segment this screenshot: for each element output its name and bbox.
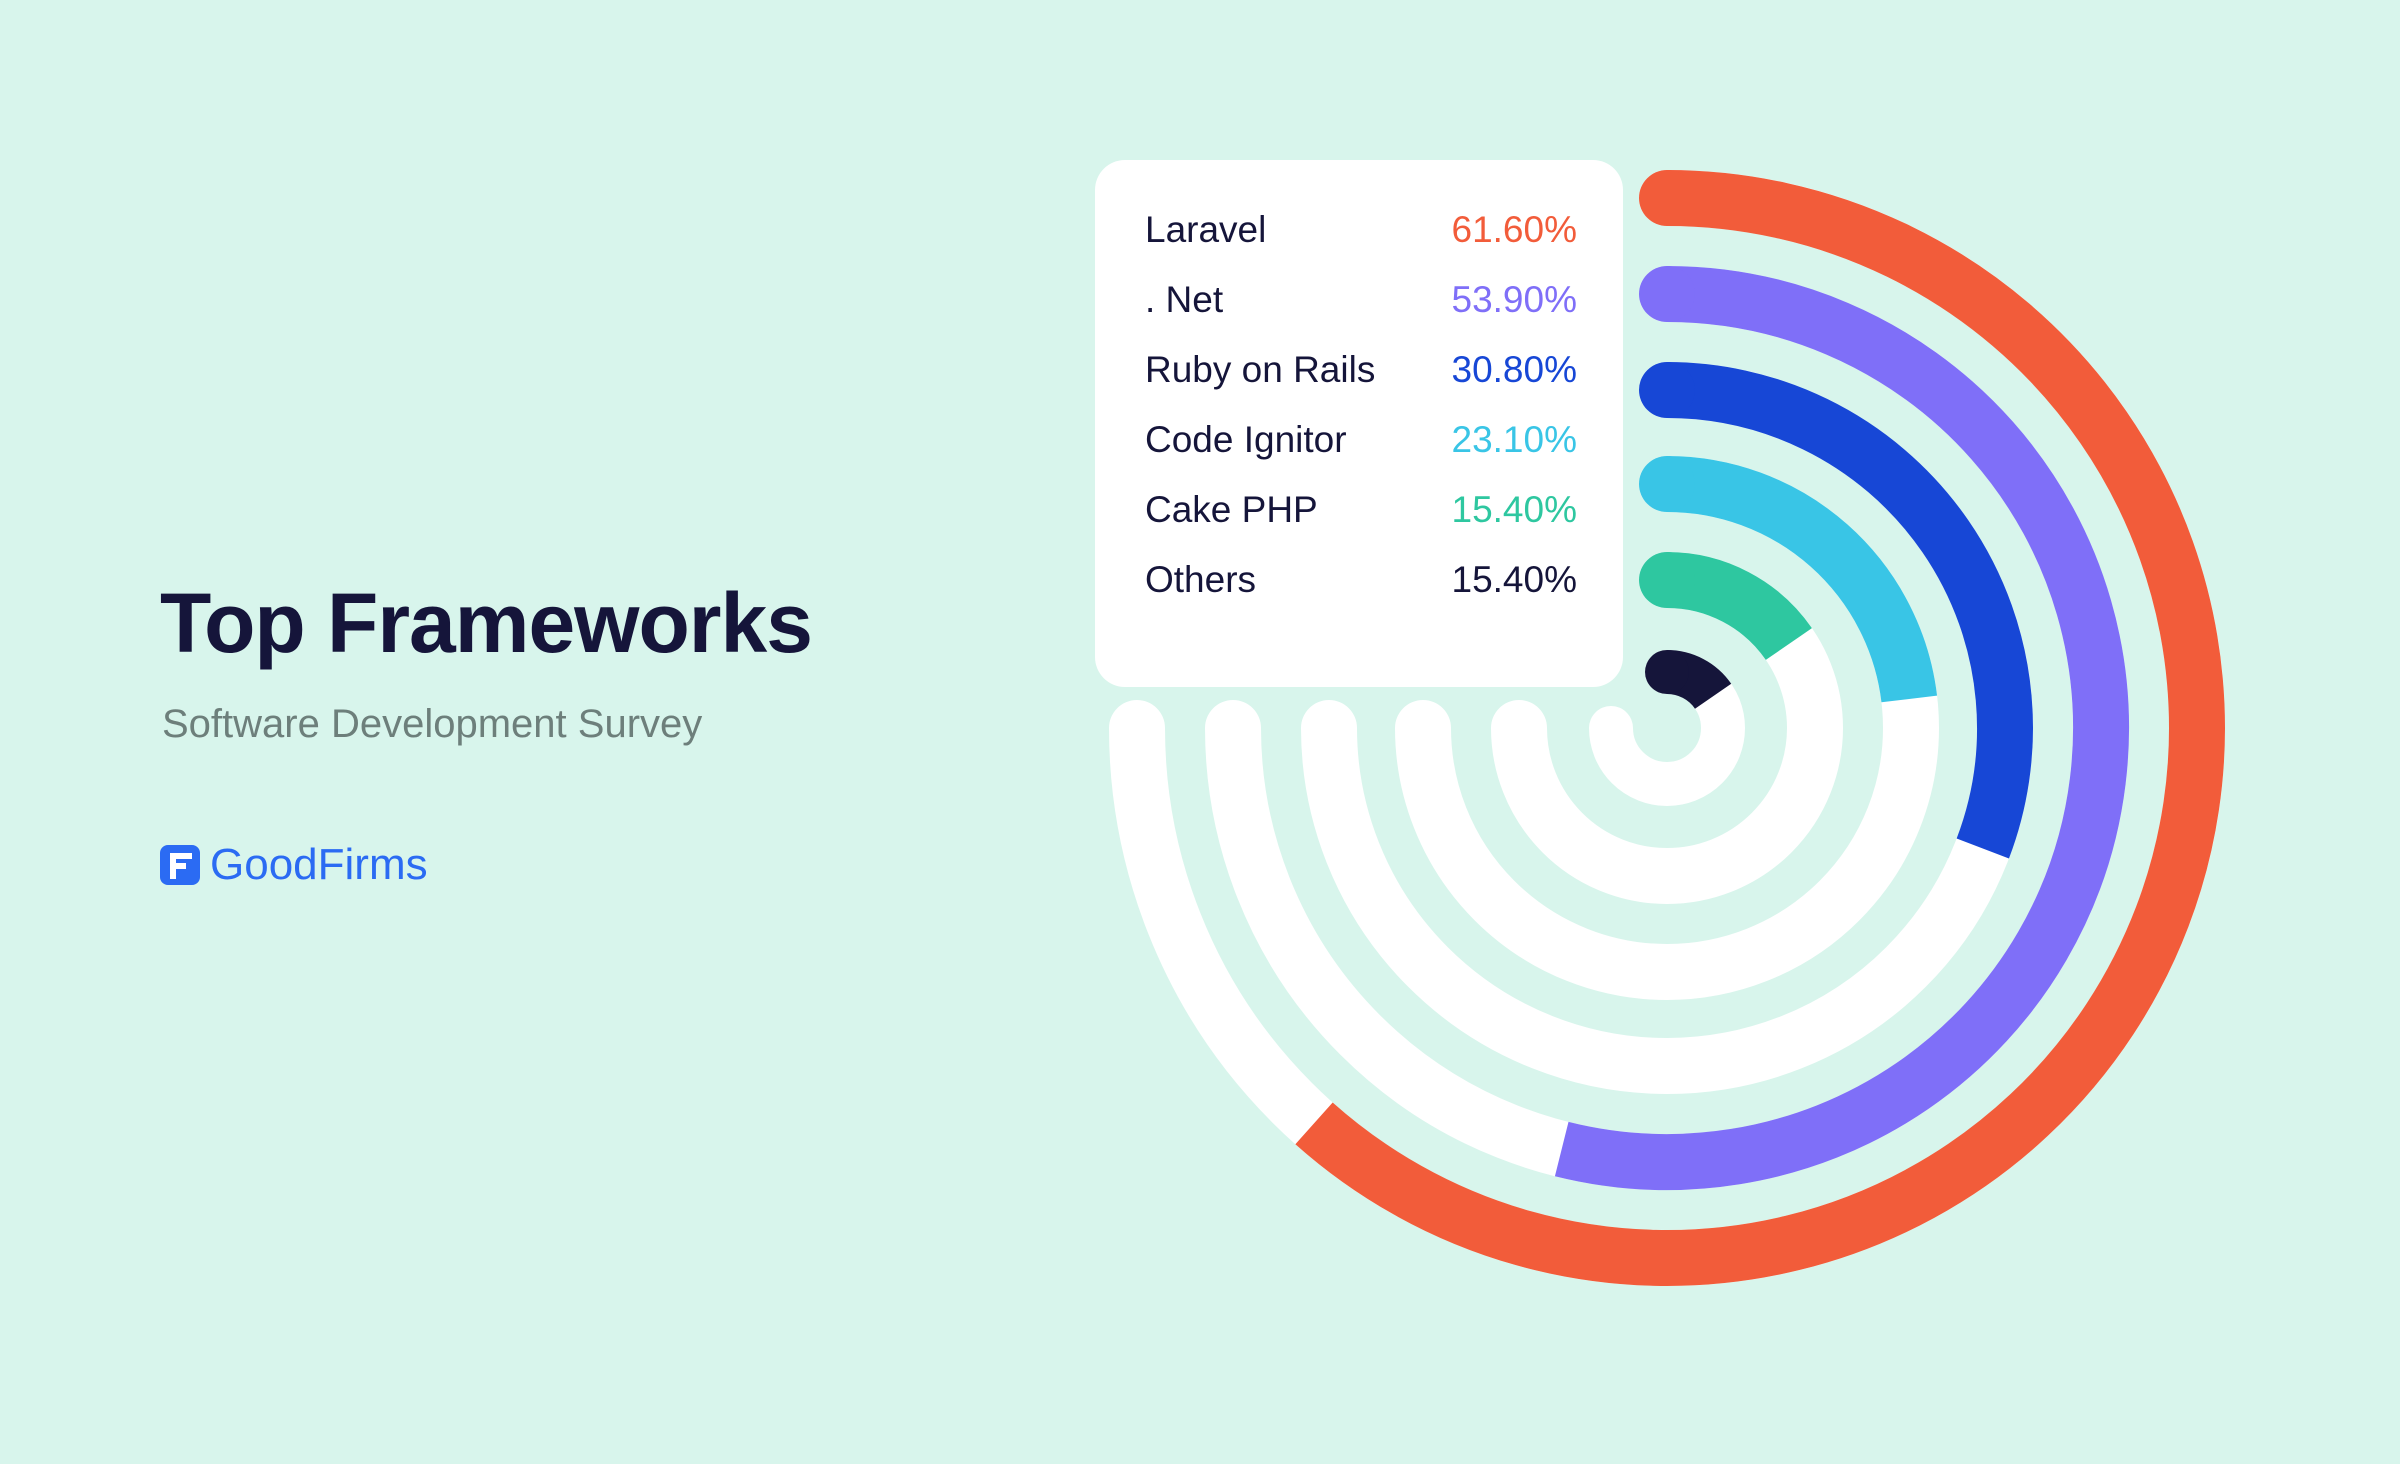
legend-label: . Net bbox=[1145, 279, 1224, 320]
chart-bars bbox=[1295, 170, 2225, 1286]
legend-label: Laravel bbox=[1145, 209, 1267, 250]
bar-net bbox=[1554, 266, 2129, 1190]
legend-value: 30.80% bbox=[1451, 349, 1578, 390]
legend-value: 53.90% bbox=[1451, 279, 1578, 320]
legend-label: Code Ignitor bbox=[1145, 419, 1347, 460]
legend-item-laravel: Laravel 61.60% bbox=[1145, 205, 1577, 255]
page-title: Top Frameworks bbox=[160, 576, 813, 670]
bar-ruby-on-rails bbox=[1666, 362, 2033, 859]
bar-cap-laravel bbox=[1639, 170, 1695, 226]
legend-item-ruby-on-rails: Ruby on Rails 30.80% bbox=[1145, 345, 1577, 395]
goodfirms-logo-icon bbox=[160, 845, 200, 885]
legend-value: 15.40% bbox=[1451, 559, 1578, 600]
legend-label: Others bbox=[1145, 559, 1257, 600]
bar-cap-code-ignitor bbox=[1639, 456, 1695, 512]
brand-name: GoodFirms bbox=[210, 840, 428, 889]
legend-value: 61.60% bbox=[1451, 209, 1578, 250]
legend-item-code-ignitor: Code Ignitor 23.10% bbox=[1145, 415, 1577, 465]
legend-item-others: Others 15.40% bbox=[1145, 555, 1577, 605]
legend-item-net: . Net 53.90% bbox=[1145, 275, 1577, 325]
page-subtitle: Software Development Survey bbox=[162, 702, 703, 746]
bar-laravel bbox=[1295, 170, 2225, 1286]
legend-card: Laravel 61.60% . Net 53.90% Ruby on Rails 30.… bbox=[1095, 160, 1623, 687]
legend-label: Cake PHP bbox=[1145, 489, 1318, 530]
legend-label: Ruby on Rails bbox=[1145, 349, 1376, 390]
legend-item-cake-php: Cake PHP 15.40% bbox=[1145, 485, 1577, 535]
legend-value: 23.10% bbox=[1451, 419, 1578, 460]
legend-value: 15.40% bbox=[1451, 489, 1578, 530]
bar-code-ignitor bbox=[1666, 456, 1938, 703]
brand-logo: GoodFirms bbox=[160, 840, 428, 890]
bar-cap-others bbox=[1645, 650, 1689, 694]
bar-cap-net bbox=[1639, 266, 1695, 322]
bar-cap-cake-php bbox=[1639, 552, 1695, 608]
bar-cap-ruby-on-rails bbox=[1639, 362, 1695, 418]
